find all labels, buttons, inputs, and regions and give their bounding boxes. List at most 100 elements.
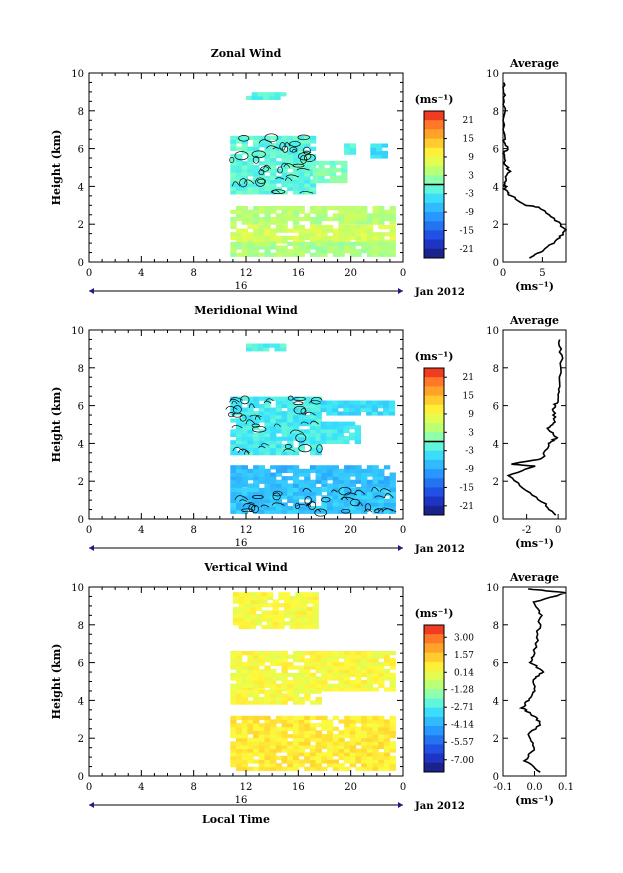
heatmap-cell (355, 241, 362, 246)
heatmap-cell (258, 661, 265, 667)
heatmap-cell (236, 651, 243, 656)
heatmap-cell (355, 465, 362, 470)
heatmap-cell (298, 715, 305, 720)
heatmap-cell (289, 614, 297, 619)
heatmap-cell (247, 651, 254, 656)
heatmap-cell (309, 220, 317, 225)
contour (271, 502, 285, 506)
heatmap-cell (366, 737, 374, 742)
heatmap-cell (327, 763, 334, 768)
heatmap-cell (230, 232, 237, 237)
heatmap-cell (312, 614, 319, 619)
heatmap-cell (236, 235, 243, 240)
heatmap-cell (338, 249, 345, 254)
heatmap-cell (281, 436, 288, 441)
heatmap-cell (230, 734, 237, 739)
heatmap-cell (389, 726, 396, 731)
heatmap-cell (264, 472, 271, 477)
heatmap-cell (264, 436, 271, 441)
heatmap-cell (289, 603, 297, 608)
heatmap-cell (287, 422, 294, 427)
heatmap-cell (270, 661, 277, 667)
heatmap-cell (332, 676, 339, 681)
heatmap-cell (332, 766, 339, 771)
heatmap-cell (253, 715, 260, 720)
heatmap-cell (332, 404, 339, 409)
heatmap-cell (321, 680, 328, 685)
heatmap-cell (383, 734, 391, 739)
heatmap-cell (287, 157, 294, 162)
heatmap-cell (349, 715, 357, 720)
heatmap-cell (298, 696, 305, 702)
heatmap-cell (287, 723, 294, 728)
heatmap-cell (327, 235, 334, 240)
heatmap-cell (383, 400, 390, 405)
heatmap-cell (332, 235, 339, 240)
heatmap-cell (315, 755, 322, 760)
heatmap-cell (236, 730, 243, 735)
profile-x-tick-label: 0 (555, 525, 561, 536)
heatmap-cell (349, 487, 357, 493)
heatmap-cell (258, 154, 265, 159)
heatmap-cell (241, 669, 248, 674)
profile-title: Average (509, 57, 559, 70)
heatmap-cell (261, 599, 268, 604)
heatmap-cell (287, 164, 294, 170)
heatmap-cell (309, 186, 317, 191)
heatmap-cell (287, 252, 294, 257)
heatmap-cell (344, 734, 351, 739)
heatmap-cell (295, 603, 302, 608)
heatmap-cell (383, 498, 391, 503)
heatmap-region (312, 160, 348, 184)
heatmap-cell (372, 213, 379, 218)
heatmap-cell (332, 439, 339, 444)
heatmap-cell (241, 161, 248, 166)
heatmap-cell (371, 404, 379, 409)
heatmap-cell (315, 748, 322, 753)
heatmap-cell (270, 135, 277, 140)
heatmap-cell (247, 752, 254, 757)
contour (248, 403, 256, 408)
heatmap-cell (315, 209, 322, 214)
heatmap-cell (298, 468, 305, 473)
heatmap-cell (292, 744, 300, 750)
heatmap-cell (306, 617, 314, 622)
heatmap-cell (247, 216, 254, 222)
heatmap-cell (278, 603, 285, 608)
x-tick-label: 0 (400, 782, 406, 793)
heatmap-cell (264, 157, 271, 162)
heatmap-cell (318, 164, 325, 169)
heatmap-cell (338, 651, 345, 656)
heatmap-cell (253, 495, 260, 500)
heatmap-cell (292, 479, 300, 484)
heatmap-cell (236, 700, 243, 705)
heatmap-cell (258, 190, 265, 195)
heatmap-cell (287, 235, 294, 240)
contour (292, 163, 305, 168)
heatmap-cell (344, 654, 351, 659)
heatmap-cell (321, 654, 328, 659)
heatmap-cell (320, 436, 327, 441)
contour (239, 499, 247, 502)
heatmap-cell (337, 428, 344, 434)
heatmap-cell (327, 506, 334, 511)
heatmap-cell (275, 654, 283, 659)
heatmap-cell (304, 509, 311, 514)
heatmap-cell (341, 168, 348, 173)
profile-x-tick-label: 0.0 (527, 782, 543, 793)
heatmap-cell (247, 396, 254, 401)
heatmap-cell (332, 476, 339, 481)
heatmap-cell (298, 700, 305, 705)
heatmap-cell (270, 425, 277, 430)
heatmap-cell (354, 436, 361, 441)
heatmap-cell (247, 658, 254, 663)
heatmap-cell (287, 759, 294, 764)
heatmap-cell (247, 472, 254, 477)
heatmap-cell (264, 422, 271, 427)
heatmap-cell (315, 506, 322, 511)
heatmap-cell (344, 755, 351, 760)
heatmap-cell (275, 700, 283, 705)
colorbar-segment (424, 423, 444, 433)
heatmap-cell (292, 465, 300, 470)
